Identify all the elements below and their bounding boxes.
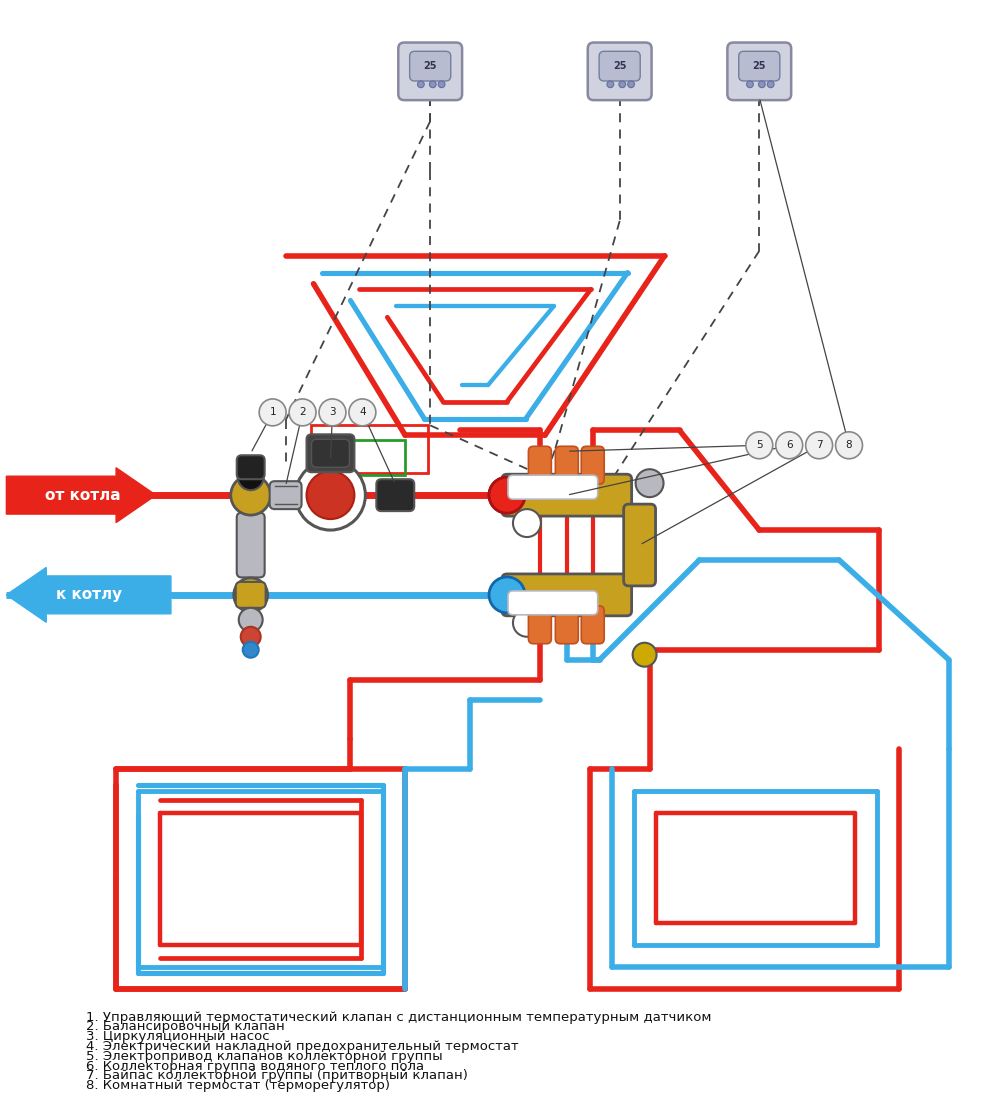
FancyBboxPatch shape [502,574,632,616]
Circle shape [513,509,541,537]
FancyBboxPatch shape [555,447,578,484]
FancyBboxPatch shape [410,52,451,81]
Text: 5: 5 [756,440,763,450]
FancyBboxPatch shape [508,475,598,499]
Circle shape [231,475,271,515]
FancyBboxPatch shape [398,43,462,100]
Text: 5. Электропривод клапанов коллекторной группы: 5. Электропривод клапанов коллекторной г… [86,1049,443,1063]
FancyArrow shape [6,568,171,623]
Text: 3: 3 [329,407,336,417]
Circle shape [289,399,316,426]
Circle shape [438,81,445,88]
Circle shape [307,471,354,519]
FancyBboxPatch shape [502,474,632,516]
FancyBboxPatch shape [624,504,656,586]
FancyBboxPatch shape [599,52,640,81]
FancyArrow shape [6,468,156,522]
FancyBboxPatch shape [508,591,598,615]
Circle shape [746,432,773,459]
Text: 1. Управляющий термостатический клапан с дистанционным температурным датчиком: 1. Управляющий термостатический клапан с… [86,1011,712,1024]
Text: 6: 6 [786,440,793,450]
Text: 25: 25 [613,62,626,72]
Circle shape [238,464,264,491]
FancyBboxPatch shape [237,455,265,480]
FancyBboxPatch shape [581,606,604,643]
Circle shape [758,81,765,88]
Circle shape [234,578,268,612]
FancyBboxPatch shape [581,447,604,484]
FancyBboxPatch shape [312,439,349,468]
Circle shape [349,399,376,426]
FancyBboxPatch shape [237,513,265,578]
FancyBboxPatch shape [555,606,578,643]
FancyBboxPatch shape [307,434,354,472]
FancyBboxPatch shape [739,52,780,81]
Circle shape [747,81,753,88]
Text: от котла: от котла [45,487,121,503]
Circle shape [776,432,803,459]
Circle shape [767,81,774,88]
Text: 1: 1 [269,407,276,417]
Circle shape [429,81,436,88]
FancyBboxPatch shape [236,582,266,608]
Circle shape [489,576,525,613]
FancyBboxPatch shape [528,447,551,484]
FancyBboxPatch shape [727,43,791,100]
Circle shape [259,399,286,426]
Text: 4. Электрический накладной предохранительный термостат: 4. Электрический накладной предохранител… [86,1040,519,1053]
Circle shape [607,81,614,88]
Text: 3. Циркуляционный насос: 3. Циркуляционный насос [86,1031,270,1043]
Circle shape [489,477,525,513]
Circle shape [619,81,626,88]
Circle shape [633,642,657,667]
Circle shape [239,608,263,631]
Text: 25: 25 [753,62,766,72]
Circle shape [836,432,862,459]
Text: 8: 8 [846,440,852,450]
FancyBboxPatch shape [376,480,414,512]
Text: 4: 4 [359,407,366,417]
Text: 7: 7 [816,440,822,450]
Circle shape [417,81,424,88]
FancyBboxPatch shape [270,481,302,509]
Text: 25: 25 [423,62,437,72]
Circle shape [636,470,664,497]
Circle shape [241,627,261,647]
Circle shape [319,399,346,426]
Circle shape [628,81,634,88]
Text: 2: 2 [299,407,306,417]
Text: 8. Комнатный термостат (терморегулятор): 8. Комнатный термостат (терморегулятор) [86,1079,390,1092]
Circle shape [243,641,259,658]
Text: к котлу: к котлу [56,587,122,603]
Text: 7. Байпас коллекторной группы (притворный клапан): 7. Байпас коллекторной группы (притворны… [86,1069,468,1082]
Text: 2. Балансировочный клапан: 2. Балансировочный клапан [86,1021,285,1034]
Circle shape [296,460,365,530]
Circle shape [489,477,525,513]
Circle shape [806,432,833,459]
FancyBboxPatch shape [528,606,551,643]
Text: 6. Коллекторная группа водяного теплого пола: 6. Коллекторная группа водяного теплого … [86,1059,424,1072]
FancyBboxPatch shape [588,43,652,100]
Circle shape [513,608,541,637]
